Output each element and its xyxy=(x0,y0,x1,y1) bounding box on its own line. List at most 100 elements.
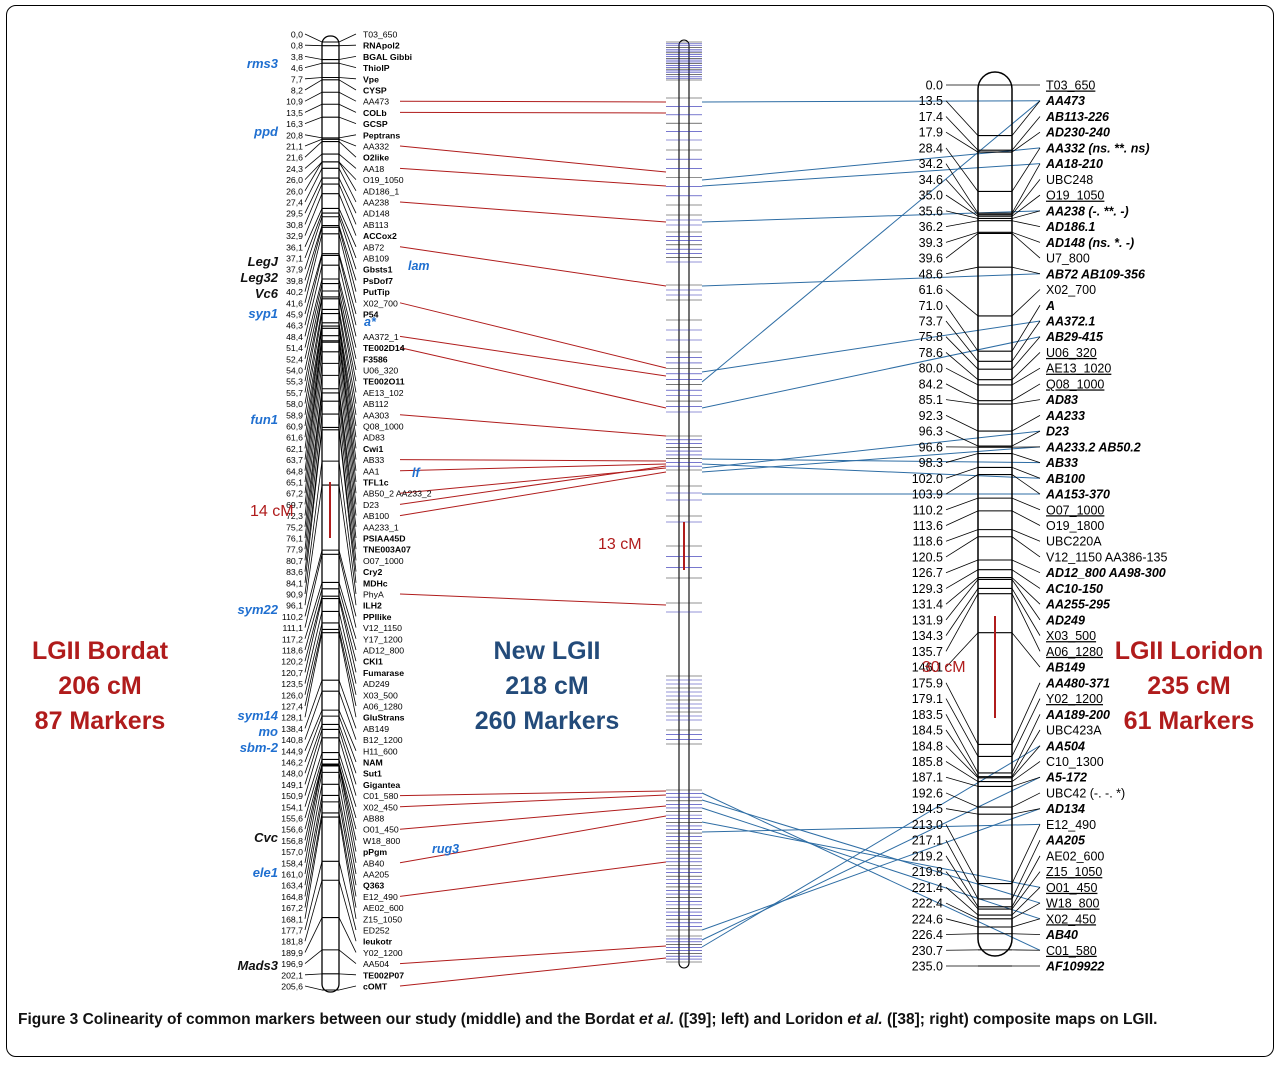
loridon-connector xyxy=(945,579,979,621)
bordat-marker-label: AB72 xyxy=(363,242,384,252)
loridon-marker-label: D23 xyxy=(1046,425,1069,439)
loridon-connector xyxy=(945,577,979,605)
loridon-position: 230.7 xyxy=(912,944,943,958)
loridon-marker-label: AA205 xyxy=(1045,834,1086,848)
bordat-connector xyxy=(304,414,323,561)
loridon-connector xyxy=(945,902,979,920)
bordat-connector xyxy=(304,388,323,527)
bordat-marker-label: AA473 xyxy=(363,97,389,107)
bordat-connector xyxy=(304,193,323,236)
bordat-connector xyxy=(338,801,357,897)
bordat-connector xyxy=(304,985,323,991)
loridon-connector xyxy=(945,453,979,463)
bordat-marker-label: X02_700 xyxy=(363,298,398,308)
figure-frame xyxy=(6,5,1274,1057)
loridon-marker-label: AD83 xyxy=(1045,393,1078,407)
loridon-marker-label: AD230-240 xyxy=(1045,126,1110,140)
bordat-position: 24,3 xyxy=(286,164,303,174)
loridon-marker-label: U7_800 xyxy=(1046,252,1090,266)
loridon-position: 34.2 xyxy=(919,157,943,171)
bordat-marker-label: AA332 xyxy=(363,142,389,152)
loridon-position: 35.6 xyxy=(919,204,943,218)
bordat-marker-label: Vpe xyxy=(363,74,379,84)
loridon-connector xyxy=(1011,871,1041,910)
loridon-connector xyxy=(1011,399,1041,405)
bordat-position: 40,2 xyxy=(286,287,303,297)
bordat-connector xyxy=(304,363,323,505)
caption-c: ([38]; right) composite maps on LGII. xyxy=(882,1011,1158,1028)
loridon-marker-label: C10_1300 xyxy=(1046,755,1104,769)
bordat-position: 158,4 xyxy=(281,858,303,868)
loridon-link-line xyxy=(701,163,1041,187)
loridon-position: 71.0 xyxy=(919,299,943,313)
loridon-connector xyxy=(1011,453,1041,463)
bordat-marker-label: AB33 xyxy=(363,455,384,465)
bordat-marker-label: Cry2 xyxy=(363,567,382,577)
bordat-marker-label: O19_1050 xyxy=(363,175,404,185)
bordat-marker-label: COLb xyxy=(363,108,387,118)
bordat-gene-label: a* xyxy=(364,315,377,329)
bordat-connector xyxy=(338,363,357,505)
bordat-connector xyxy=(338,554,357,628)
loridon-position: 221.4 xyxy=(912,881,943,895)
bordat-marker-label: AD148 xyxy=(363,209,390,219)
bordat-connector xyxy=(338,351,357,494)
bordat-connector xyxy=(304,56,323,60)
bordat-marker-label: CKI1 xyxy=(363,657,383,667)
loridon-connector xyxy=(1011,579,1041,621)
bordat-marker-label: P54 xyxy=(363,310,379,320)
new-title: New LGII 218 cM 260 Markers xyxy=(462,634,632,739)
loridon-position: 129.3 xyxy=(912,582,943,596)
bordat-connector xyxy=(338,309,357,404)
bordat-marker-label: PPIlike xyxy=(363,612,392,622)
bordat-position: 167,2 xyxy=(281,903,303,913)
bordat-marker-label: AD186_1 xyxy=(363,186,399,196)
loridon-marker-label: AF109922 xyxy=(1045,960,1104,974)
loridon-gap-label: 30 cM xyxy=(922,659,966,676)
bordat-marker-label: Q363 xyxy=(363,881,384,891)
loridon-position: 84.2 xyxy=(919,377,943,391)
bordat-gene-label: rug3 xyxy=(432,842,459,856)
loridon-marker-label: AB33 xyxy=(1045,456,1078,470)
bordat-connector xyxy=(304,795,323,886)
bordat-link-line xyxy=(399,815,667,864)
bordat-connector xyxy=(304,763,323,830)
bordat-gene-label: lf xyxy=(412,466,421,480)
loridon-marker-label: O19_1050 xyxy=(1046,189,1104,203)
bordat-connector xyxy=(304,949,323,964)
bordat-position: 111,1 xyxy=(283,623,304,633)
bordat-connector xyxy=(338,709,357,751)
bordat-connector xyxy=(338,715,357,763)
loridon-connector xyxy=(1011,116,1041,151)
loridon-position: 102.0 xyxy=(912,472,943,486)
bordat-connector xyxy=(304,233,323,303)
loridon-connector xyxy=(945,808,979,815)
loridon-position: 96.3 xyxy=(919,425,943,439)
bordat-marker-label: X02_450 xyxy=(363,802,398,812)
bordat-link-line xyxy=(399,471,667,517)
loridon-marker-label: AA233.2 AB50.2 xyxy=(1045,440,1141,454)
bordat-link-line xyxy=(399,465,667,505)
loridon-connector xyxy=(945,569,979,589)
bordat-connector xyxy=(338,691,357,740)
bordat-marker-label: ILH2 xyxy=(363,601,382,611)
bordat-position: 168,1 xyxy=(281,914,303,924)
bordat-marker-label: AB40 xyxy=(363,858,384,868)
bordat-connector xyxy=(304,322,323,427)
bordat-connector xyxy=(338,596,357,662)
loridon-position: 175.9 xyxy=(912,676,943,690)
loridon-marker-label: AA18-210 xyxy=(1045,157,1103,171)
new-chromosome-bar xyxy=(678,39,690,969)
bordat-connector xyxy=(304,208,323,247)
bordat-connector xyxy=(304,313,323,415)
loridon-connector xyxy=(945,163,979,214)
bordat-connector xyxy=(304,253,323,315)
bordat-connector xyxy=(304,283,323,359)
loridon-marker-label: AE02_600 xyxy=(1046,849,1104,863)
bordat-connector xyxy=(304,183,323,225)
loridon-connector xyxy=(945,682,979,745)
bordat-link-line xyxy=(399,861,667,897)
bordat-connector xyxy=(304,973,323,976)
bordat-connector xyxy=(304,812,323,908)
bordat-connector xyxy=(304,765,323,852)
